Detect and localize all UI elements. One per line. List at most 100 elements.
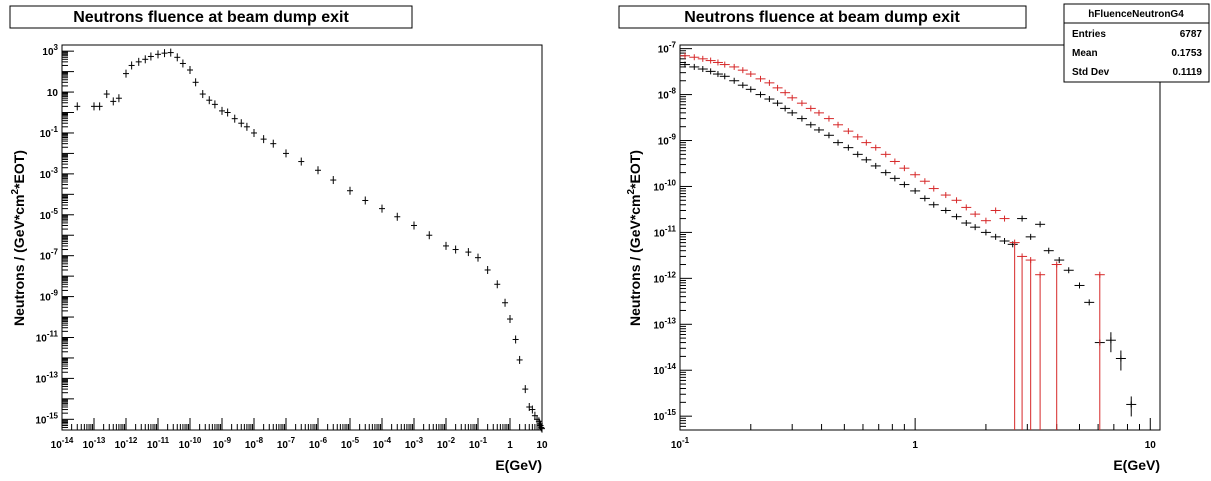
- right-series-1-point: [889, 158, 900, 165]
- right-series-1-point: [990, 207, 1001, 214]
- right-series-0-point: [1054, 257, 1065, 264]
- left-x-tick-label: 10-13: [83, 436, 106, 451]
- stats-box-frame: [1063, 3, 1210, 83]
- right-series-0-point: [843, 144, 854, 151]
- stats-value-mean: 0.1753: [1171, 48, 1202, 59]
- right-series-0-point: [764, 96, 775, 103]
- left-x-tick-label: 10-4: [373, 436, 392, 451]
- left-series-0-point: [251, 128, 257, 137]
- right-series-0-point: [1025, 233, 1036, 240]
- left-series-0-point: [298, 157, 305, 166]
- stats-box-name: hFluenceNeutronG4: [1088, 9, 1184, 20]
- right-series-0-point: [823, 132, 834, 139]
- right-series-1-point: [833, 121, 844, 128]
- right-x-axis-title: E(GeV): [1113, 457, 1160, 473]
- left-x-tick-label: 10-7: [277, 436, 296, 451]
- right-series-1-point: [764, 79, 775, 86]
- left-x-tick-label: 10-10: [179, 436, 202, 451]
- left-chart-title: Neutrons fluence at beam dump exit: [73, 9, 349, 26]
- right-series-0-point: [852, 151, 863, 158]
- left-series-0-point: [192, 78, 199, 87]
- left-series-0-point: [522, 385, 529, 394]
- stats-value-std-dev: 0.1119: [1173, 67, 1203, 78]
- right-series-1-point: [755, 75, 766, 82]
- right-series-1-point: [729, 63, 740, 70]
- left-series-0-point: [142, 55, 149, 64]
- left-series-0-point: [539, 424, 545, 433]
- right-series-1-point: [813, 109, 824, 116]
- stats-label-entries: Entries: [1072, 29, 1106, 40]
- left-series-0-point: [155, 50, 161, 59]
- right-series-1-point: [852, 133, 863, 140]
- right-series-1-point: [737, 67, 748, 74]
- stats-label-mean: Mean: [1072, 48, 1098, 59]
- right-series-0-point: [697, 66, 708, 73]
- right-series-0-point: [940, 207, 951, 214]
- left-series-0-point: [537, 421, 544, 430]
- left-series-0-point: [135, 57, 142, 66]
- right-series-0-point: [1074, 282, 1085, 289]
- right-x-tick-label: 10: [1145, 440, 1157, 451]
- left-y-tick-label: 10-3: [40, 166, 59, 181]
- left-series-0-point: [238, 119, 245, 128]
- right-series-1-point: [745, 71, 756, 78]
- left-series-0-point: [115, 94, 122, 103]
- left-series-0-point: [147, 52, 154, 61]
- left-series-0-point: [465, 248, 472, 257]
- left-y-tick-label: 10: [47, 88, 59, 99]
- left-series-0-point: [219, 106, 225, 115]
- right-axis-ticks: 10-1 1 1010-710-810-910-1010-1110-1210-131…: [653, 41, 1156, 451]
- left-series-0-point: [516, 355, 523, 364]
- right-series-0-point: [1035, 221, 1046, 228]
- left-series-0-point: [74, 102, 81, 111]
- right-y-tick-label: 10-11: [654, 224, 677, 239]
- right-series-0-point: [970, 224, 981, 231]
- right-series-1-point: [772, 84, 783, 91]
- left-series-0-point: [538, 423, 545, 432]
- left-series-0-point: [103, 90, 110, 99]
- left-series-0-point: [502, 298, 509, 307]
- right-y-tick-label: 10-8: [658, 87, 677, 102]
- left-x-tick-label: 10-1: [469, 436, 488, 451]
- right-series-0-point: [889, 175, 900, 182]
- left-series-0-point: [347, 186, 353, 195]
- right-series-0-point: [980, 229, 991, 236]
- right-x-tick-label: 1: [912, 440, 918, 451]
- left-x-tick-label: 10-11: [147, 436, 170, 451]
- stats-value-entries: 6787: [1180, 29, 1203, 40]
- right-series-0-point: [729, 77, 740, 84]
- right-series-0-point: [928, 201, 939, 208]
- left-x-tick-label: 10-6: [309, 436, 328, 451]
- right-series-0-point: [689, 63, 700, 70]
- left-series-0-point: [167, 48, 174, 57]
- right-series-0-point: [745, 86, 756, 93]
- right-series-0-point: [999, 237, 1010, 244]
- right-y-tick-label: 10-7: [658, 41, 677, 56]
- left-series-0-point: [330, 176, 337, 185]
- right-y-tick-label: 10-13: [653, 316, 676, 331]
- right-x-tick-label: 10-1: [671, 436, 690, 451]
- left-series-0-point: [199, 90, 206, 99]
- left-series-0-point: [283, 149, 289, 158]
- right-series-1-point: [823, 115, 834, 122]
- right-series-0-point: [899, 181, 910, 188]
- left-series-0-point: [96, 102, 103, 111]
- left-y-tick-label: 10-5: [40, 207, 59, 222]
- right-series-1-point: [780, 89, 791, 96]
- left-series-0-point: [494, 280, 501, 289]
- right-series-0-point: [813, 126, 824, 133]
- right-series-1-point: [719, 61, 730, 68]
- left-series-0-point: [484, 265, 491, 274]
- right-series-1-point: [697, 55, 708, 62]
- left-series-0-point: [211, 100, 218, 109]
- right-series-1-point: [880, 151, 891, 158]
- left-series-0-point: [270, 139, 277, 148]
- left-series-0-point: [379, 204, 385, 213]
- left-x-tick-label: 10-3: [405, 436, 424, 451]
- right-series-0-point: [1084, 299, 1095, 306]
- left-x-tick-label: 10-9: [213, 436, 232, 451]
- left-plot-frame: [61, 44, 543, 431]
- right-series-1-point: [980, 217, 991, 224]
- right-y-axis-title: Neutrons / (GeV*cm2*EOT): [626, 150, 643, 326]
